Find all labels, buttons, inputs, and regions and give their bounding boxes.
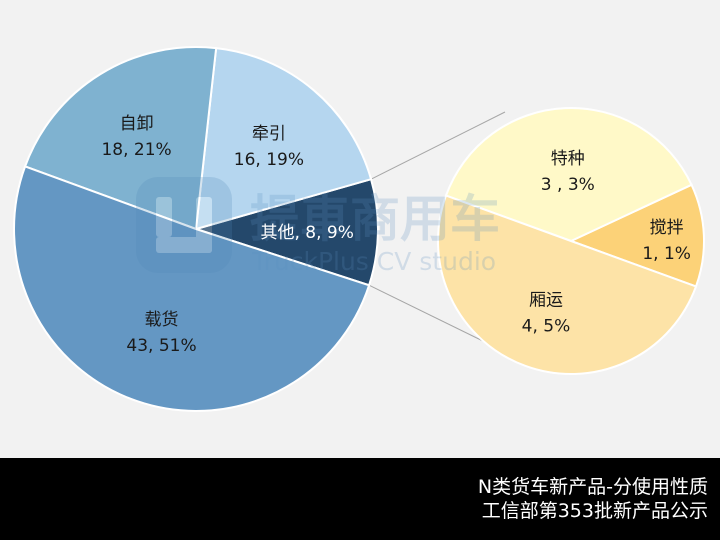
footer-banner: N类货车新产品-分使用性质 工信部第353批新产品公示 xyxy=(0,458,720,540)
sub-pie xyxy=(437,107,705,375)
slice-label-其他: 其他, 8, 9% xyxy=(260,223,353,243)
sub-label-name-特种: 特种 xyxy=(551,149,585,169)
connector-line-bottom xyxy=(368,284,488,344)
sub-label-value-厢运: 4, 5% xyxy=(522,317,571,337)
pie-slice-载货 xyxy=(13,165,371,412)
pie-slice-牵引 xyxy=(194,47,373,231)
connector-line-top xyxy=(370,111,506,180)
slice-label-value-载货: 43, 51% xyxy=(126,336,196,356)
sub-pie-slice-厢运 xyxy=(437,194,698,375)
sub-label-value-搅拌: 1, 1% xyxy=(642,244,691,264)
sub-label-name-搅拌: 搅拌 xyxy=(650,218,684,238)
watermark: 提車商用车 TruckPlus CV studio xyxy=(136,177,500,276)
connector-lines xyxy=(368,111,506,344)
footer-title: N类货车新产品-分使用性质 xyxy=(477,476,708,498)
slice-label-value-自卸: 18, 21% xyxy=(101,140,171,160)
slice-label-name-载货: 载货 xyxy=(145,310,179,330)
sub-pie-slice-特种 xyxy=(444,107,693,243)
watermark-main-text: 提車商用车 xyxy=(250,190,500,248)
pie-of-pie-chart: 提車商用车 TruckPlus CV studio 载货 43, 51% 自卸 18,… xyxy=(13,46,705,412)
sub-label-name-厢运: 厢运 xyxy=(529,291,563,311)
watermark-logo xyxy=(136,177,232,273)
data-labels: 载货 43, 51% 自卸 18, 21% 牵引 16, 19% 其他, 8, 9% 搅拌 1,… xyxy=(101,114,690,356)
watermark-sub-text: TruckPlus CV studio xyxy=(251,247,496,276)
footer-source: 工信部第353批新产品公示 xyxy=(481,500,708,522)
slice-label-name-牵引: 牵引 xyxy=(252,124,286,144)
main-pie xyxy=(13,46,379,412)
pie-slice-其他 xyxy=(192,177,379,287)
slice-label-value-牵引: 16, 19% xyxy=(234,150,304,170)
sub-label-value-特种: 3 , 3% xyxy=(541,175,595,195)
slice-label-name-自卸: 自卸 xyxy=(120,114,154,134)
sub-pie-slice-搅拌 xyxy=(568,183,705,288)
